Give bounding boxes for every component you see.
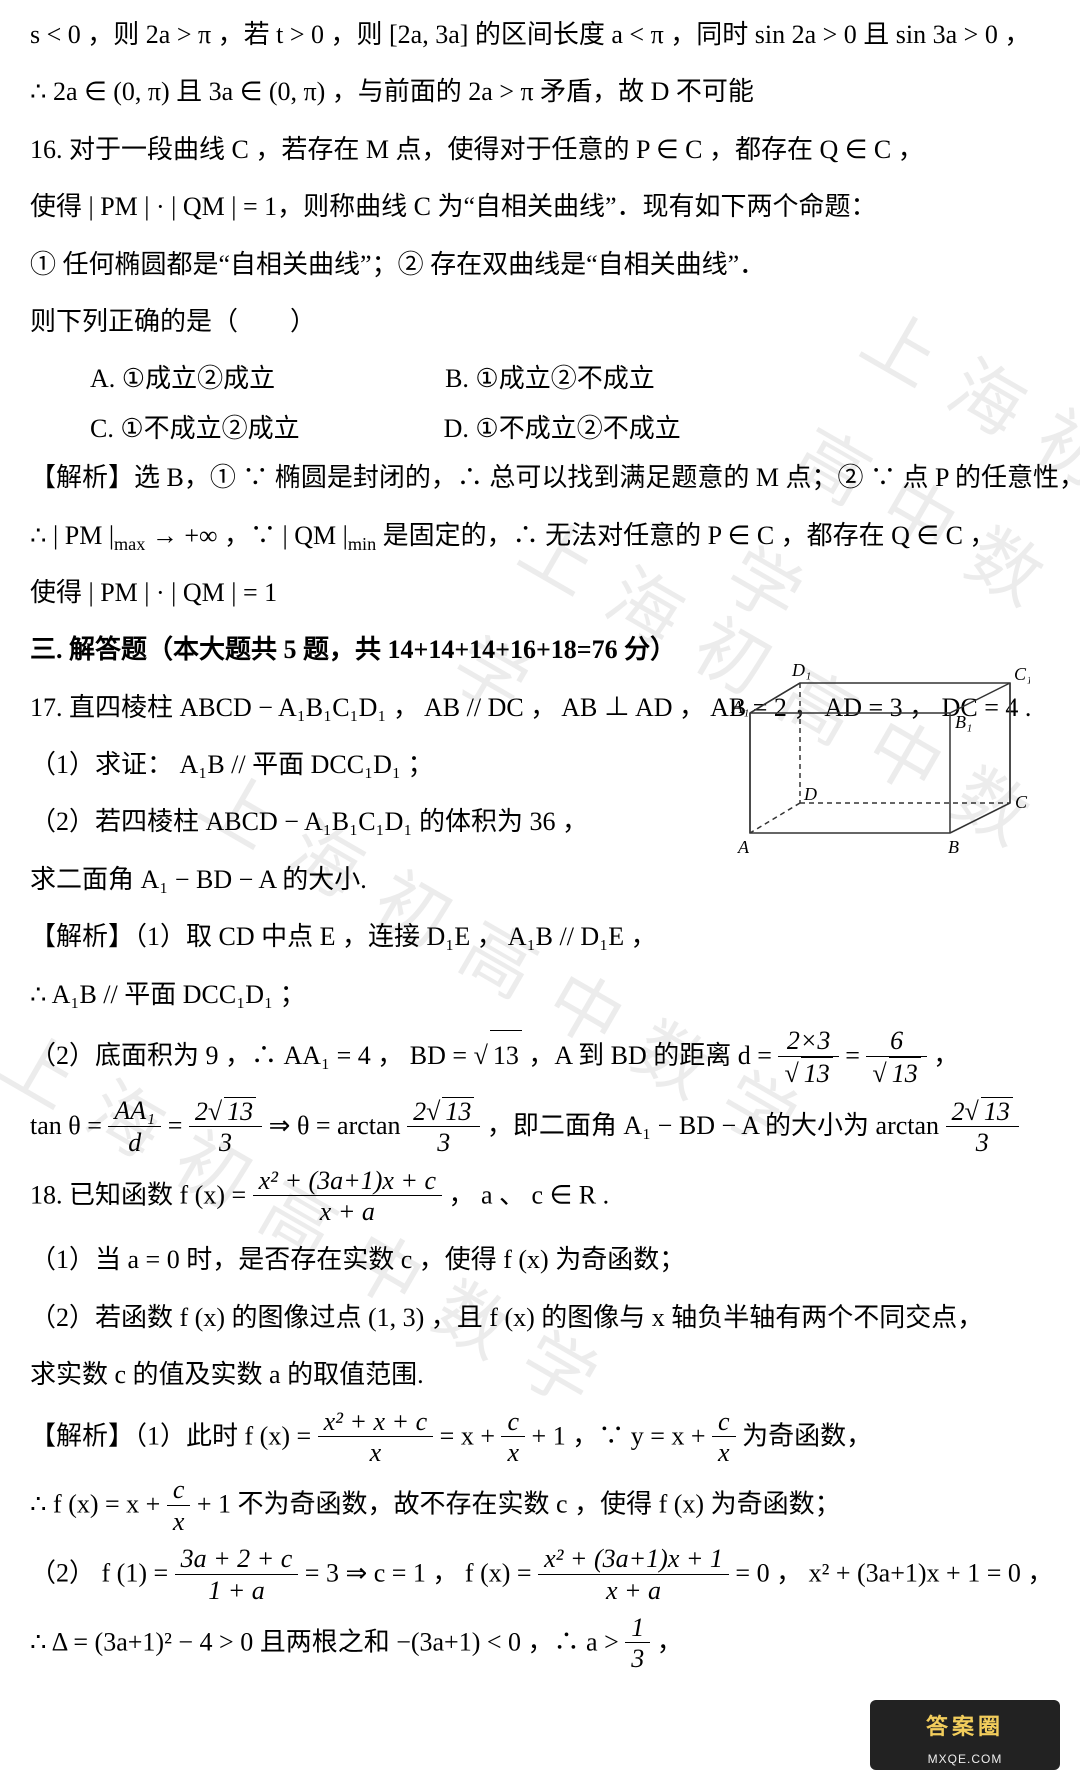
text-line: tan θ = AA₁d = 2133 ⇒ θ = arctan 2133 ，即…	[30, 1097, 1050, 1159]
text-line: 使得 | PM | · | QM | = 1	[30, 568, 1050, 617]
text-line: （2） f (1) = 3a + 2 + c1 + a = 3 ⇒ c = 1 …	[30, 1545, 1050, 1606]
svg-text:C: C	[1015, 792, 1028, 812]
svg-text:A₁: A₁	[731, 697, 749, 717]
text-line: （2）若函数 f (x) 的图像过点 (1, 3) ，且 f (x) 的图像与 …	[30, 1293, 1050, 1342]
text-line: ∴ 2a ∈ (0, π) 且 3a ∈ (0, π) ，与前面的 2a > π…	[30, 67, 1050, 116]
option-c: C. ①不成立②成立	[90, 404, 300, 453]
option-a: A. ①成立②成立	[90, 354, 275, 403]
svg-text:A: A	[737, 837, 750, 857]
text-line: ∴ A₁B // 平面 DCC₁D₁ ；	[30, 970, 1050, 1019]
svg-text:B: B	[948, 837, 959, 857]
svg-text:C₁: C₁	[1014, 664, 1030, 684]
text-line: ∴ f (x) = x + cx + 1 不为奇函数，故不存在实数 c ，使得 …	[30, 1476, 1050, 1537]
cuboid-diagram: D₁ C₁ A₁ B₁ D C A B	[730, 658, 1030, 878]
text-line: ① 任何椭圆都是“自相关曲线”；② 存在双曲线是“自相关曲线”．	[30, 240, 1050, 289]
option-b: B. ①成立②不成立	[445, 354, 655, 403]
text-line: 【解析】（1）取 CD 中点 E ，连接 D₁E ， A₁B // D₁E ，	[30, 912, 1050, 961]
logo-title: 答案圈	[870, 1706, 1060, 1748]
text-line: 使得 | PM | · | QM | = 1，则称曲线 C 为“自相关曲线”．现…	[30, 182, 1050, 231]
text-line: （1）当 a = 0 时，是否存在实数 c ，使得 f (x) 为奇函数；	[30, 1235, 1050, 1284]
option-d: D. ①不成立②不成立	[444, 404, 681, 453]
text-line: ∴ | PM |max → +∞ ，∵ | QM |min 是固定的，∴ 无法对…	[30, 511, 1050, 560]
text-line: s < 0 ，则 2a > π ，若 t > 0 ，则 [2a, 3a] 的区间…	[30, 10, 1050, 59]
text-line: 求实数 c 的值及实数 a 的取值范围.	[30, 1350, 1050, 1399]
svg-text:B₁: B₁	[955, 712, 972, 732]
text-line: （2）底面积为 9 ，∴ AA₁ = 4 ， BD = 13 ，A 到 BD 的…	[30, 1027, 1050, 1089]
svg-text:D: D	[803, 784, 817, 804]
site-logo: 答案圈 MXQE.COM	[870, 1700, 1060, 1770]
text-line: 则下列正确的是（ ）	[30, 297, 1050, 346]
text-line: 16. 对于一段曲线 C ，若存在 M 点，使得对于任意的 P ∈ C ，都存在…	[30, 125, 1050, 174]
svg-text:D₁: D₁	[791, 660, 811, 680]
text-line: 【解析】（1）此时 f (x) = x² + x + cx = x + cx +…	[30, 1408, 1050, 1469]
text-line: 18. 已知函数 f (x) = x² + (3a+1)x + cx + a ，…	[30, 1167, 1050, 1228]
text-line: 【解析】选 B，① ∵ 椭圆是封闭的，∴ 总可以找到满足题意的 M 点；② ∵ …	[30, 453, 1050, 502]
logo-subtitle: MXQE.COM	[870, 1748, 1060, 1771]
text-line: ∴ Δ = (3a+1)² − 4 > 0 且两根之和 −(3a+1) < 0 …	[30, 1614, 1050, 1675]
